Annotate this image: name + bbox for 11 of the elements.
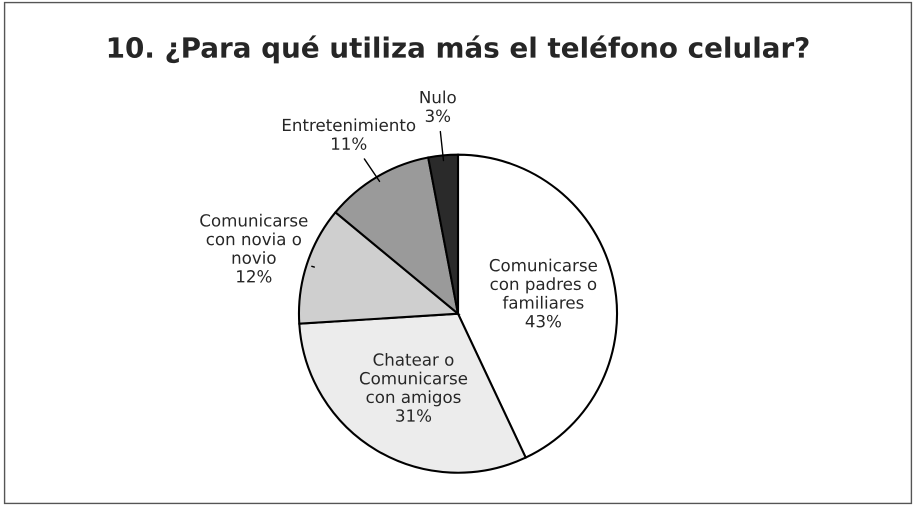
- slice-label: Nulo: [420, 90, 456, 104]
- slice-label: Comunicarse con novia o novio: [200, 214, 308, 264]
- data-label: 31%: [396, 409, 432, 422]
- chart-title: 10. ¿Para qué utiliza más el teléfono celular?: [108, 35, 809, 64]
- slice-label: Comunicarse con padres o familiares: [490, 258, 597, 309]
- data-label: 3%: [426, 109, 450, 122]
- slice-label: Entretenimiento: [282, 118, 416, 132]
- data-label: 43%: [526, 314, 561, 328]
- slice-label: Chatear o Comunicarse con amigos: [360, 352, 468, 406]
- data-label: 12%: [237, 270, 272, 283]
- data-label: 11%: [332, 137, 366, 150]
